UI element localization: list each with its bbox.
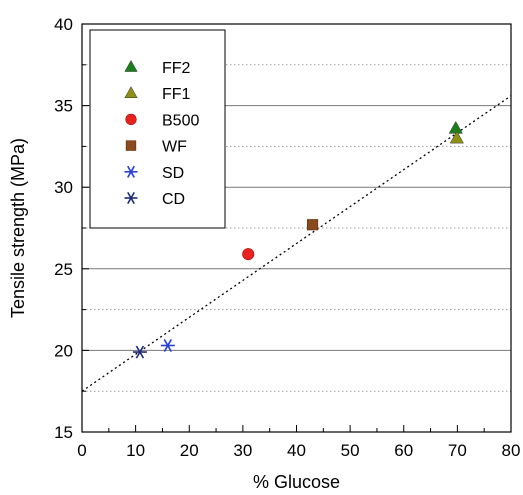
legend-label-ff2: FF2 xyxy=(162,60,191,77)
x-tick-label: 20 xyxy=(180,441,199,460)
y-tick-label: 20 xyxy=(54,341,73,360)
trendline-layer xyxy=(81,95,512,392)
legend-marker-b500 xyxy=(125,113,137,126)
legend-label-b500: B500 xyxy=(162,112,199,129)
legend-marker-ff1 xyxy=(124,86,138,98)
legend-label-wf: WF xyxy=(162,139,187,156)
axis-ticks: 0 10 20 30 40 50 60 70 80 15 20 25 30 35 40 xyxy=(54,15,520,460)
asterisk-stroke xyxy=(127,165,135,178)
x-tick-label: 50 xyxy=(341,441,360,460)
asterisk-stroke xyxy=(135,345,145,359)
y-tick-label: 15 xyxy=(54,423,73,442)
y-tick-label: 25 xyxy=(54,260,73,279)
x-tick-label: 70 xyxy=(448,441,467,460)
x-tick-label: 30 xyxy=(233,441,252,460)
x-tick-label: 40 xyxy=(287,441,306,460)
x-tick-label: 60 xyxy=(394,441,413,460)
data-point-wf xyxy=(307,219,319,231)
asterisk-stroke xyxy=(163,339,172,352)
legend-marker-ff2 xyxy=(124,59,138,72)
y-axis-title: Tensile strength (MPa) xyxy=(8,138,28,318)
x-tick-label: 80 xyxy=(502,441,521,460)
x-axis-title: % Glucose xyxy=(253,472,340,492)
data-points xyxy=(132,120,464,359)
legend-marker-sd xyxy=(124,165,138,178)
data-point-sd xyxy=(160,339,175,352)
legend-box xyxy=(89,29,226,229)
data-point-cd xyxy=(132,345,147,359)
legend: FF2 FF1 B500 WF SD CD xyxy=(89,29,226,229)
x-tick-label: 0 xyxy=(77,441,86,460)
y-tick-label: 35 xyxy=(54,97,73,116)
grid xyxy=(82,64,511,392)
legend-label-ff1: FF1 xyxy=(162,86,191,103)
data-point-b500 xyxy=(242,248,255,261)
legend-marker-cd xyxy=(124,191,138,205)
y-tick-label: 30 xyxy=(54,178,73,197)
y-tick-label: 40 xyxy=(54,15,73,34)
x-tick-label: 10 xyxy=(126,441,145,460)
legend-label-sd: SD xyxy=(162,165,184,182)
legend-marker-wf xyxy=(125,140,137,151)
data-point-ff1 xyxy=(449,130,464,144)
trendline xyxy=(81,95,512,392)
asterisk-stroke xyxy=(127,191,135,205)
legend-label-cd: CD xyxy=(162,191,185,208)
